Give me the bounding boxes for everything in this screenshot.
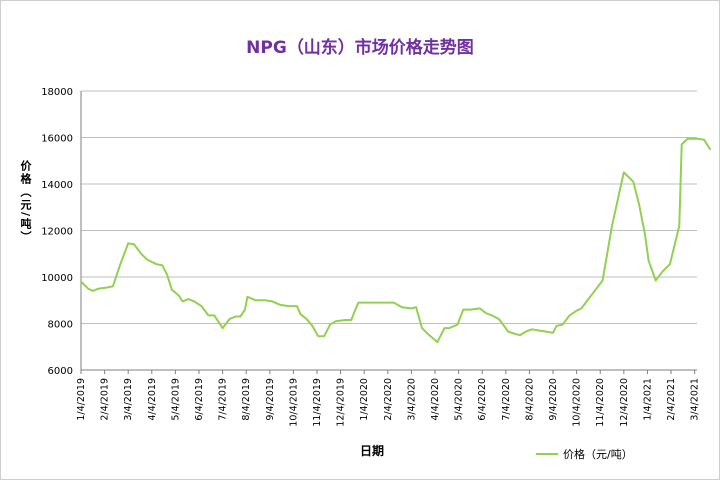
legend-swatch (536, 453, 558, 455)
x-tick-label: 10/4/2019 (288, 378, 299, 427)
x-tick-label: 11/4/2020 (595, 378, 606, 427)
x-tick-label: 8/4/2020 (524, 378, 535, 421)
x-tick-label: 4/4/2019 (147, 378, 158, 421)
x-tick-label: 1/4/2020 (359, 378, 370, 421)
x-tick-label: 9/4/2019 (265, 378, 276, 421)
x-axis-label: 日期 (360, 444, 385, 458)
y-tick-label: 10000 (41, 273, 73, 284)
x-tick-label: 3/4/2019 (123, 378, 134, 421)
x-tick-label: 6/4/2020 (477, 378, 488, 421)
x-tick-label: 5/4/2020 (454, 378, 465, 421)
x-tick-label: 7/4/2020 (501, 378, 512, 421)
x-tick-label: 1/4/2021 (642, 378, 653, 421)
y-tick-label: 16000 (41, 134, 73, 145)
x-tick-label: 2/4/2019 (100, 378, 111, 421)
y-tick-label: 12000 (41, 227, 73, 238)
price-series-line (80, 137, 711, 344)
x-tick-label: 3/4/2020 (406, 378, 417, 421)
x-tick-label: 5/4/2019 (170, 378, 181, 421)
x-tick-label: 11/4/2019 (312, 378, 323, 427)
y-tick-label: 6000 (48, 366, 73, 377)
legend-label: 价格（元/吨） (563, 448, 633, 461)
x-tick-label: 2/4/2020 (383, 378, 394, 421)
x-tick-label: 4/4/2020 (430, 378, 441, 421)
x-tick-label: 6/4/2019 (194, 378, 205, 421)
x-tick-label: 3/4/2021 (690, 378, 701, 421)
y-tick-label: 18000 (41, 87, 73, 98)
y-tick-label: 8000 (48, 320, 73, 331)
x-tick-label: 1/4/2019 (76, 378, 87, 421)
y-axis-label: 价格（元/吨） (19, 160, 32, 245)
x-tick-label: 2/4/2021 (666, 378, 677, 421)
x-tick-label: 12/4/2019 (336, 378, 347, 427)
x-tick-label: 7/4/2019 (218, 378, 229, 421)
x-tick-label: 8/4/2019 (241, 378, 252, 421)
legend: 价格（元/吨） (536, 447, 633, 461)
y-tick-label: 14000 (41, 180, 73, 191)
chart-title: NPG（山东）市场价格走势图 (246, 38, 474, 58)
x-tick-label: 9/4/2020 (548, 378, 559, 421)
x-tick-label: 10/4/2020 (572, 378, 583, 427)
x-tick-label: 12/4/2020 (619, 378, 630, 427)
